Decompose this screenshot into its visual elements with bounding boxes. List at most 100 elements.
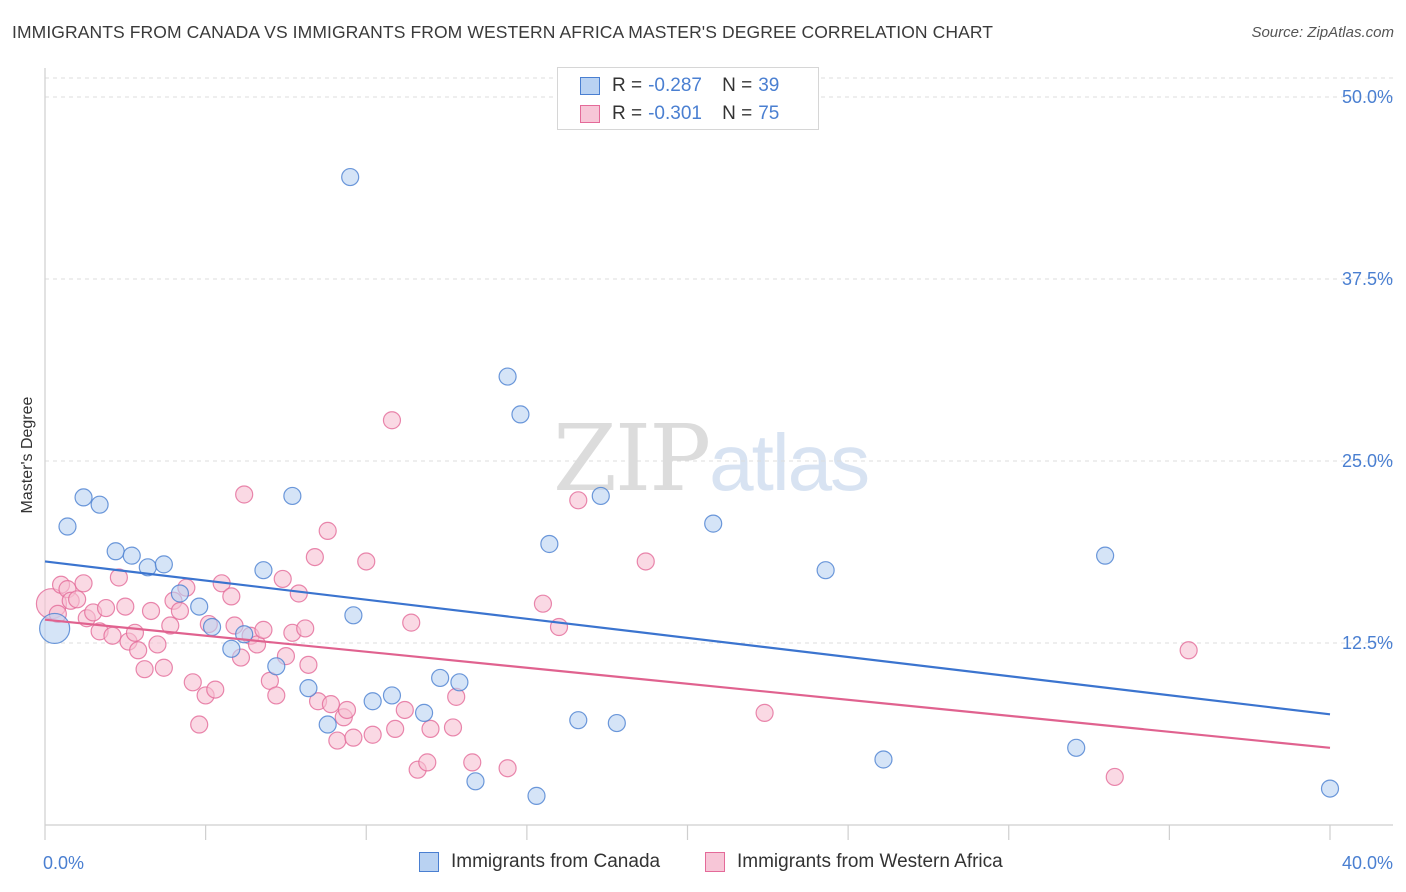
western-africa-point <box>267 686 286 705</box>
y-axis-label: Master's Degree <box>19 396 36 514</box>
canada-point <box>58 517 77 536</box>
western-africa-point <box>125 623 145 642</box>
western-africa-point <box>289 584 308 603</box>
canada-point <box>1096 546 1115 565</box>
western-africa-point <box>296 619 315 638</box>
r-value: -0.287 <box>648 75 702 96</box>
canada-point <box>90 495 109 514</box>
canada-point <box>283 486 302 506</box>
western-africa-point <box>222 587 241 606</box>
western-africa-point <box>357 552 376 571</box>
canada-point <box>431 668 450 688</box>
western-africa-point <box>569 491 588 510</box>
western-africa-point <box>402 613 421 632</box>
legend-label-western-africa: Immigrants from Western Africa <box>737 851 1003 872</box>
western-africa-point <box>1105 767 1124 787</box>
canada-trend-line <box>44 560 1331 716</box>
canada-point <box>190 597 209 616</box>
western-africa-point <box>1179 641 1198 660</box>
x-tick-label: 0.0% <box>43 853 84 873</box>
western-africa-point <box>463 753 482 772</box>
canada-point <box>511 405 530 424</box>
canada-point <box>363 692 382 711</box>
grid-lines <box>45 77 1393 644</box>
western-africa-point <box>74 574 93 593</box>
trend-lines <box>44 560 1331 749</box>
canada-point <box>527 786 546 805</box>
canada-point <box>466 772 485 791</box>
canada-point <box>267 657 286 676</box>
western-africa-point <box>96 598 116 618</box>
western-africa-point <box>386 719 405 739</box>
n-value: 39 <box>758 75 780 96</box>
tick-labels: 12.5% 25.0% 37.5% 50.0% 0.0% 40.0% <box>43 87 1393 873</box>
western-africa-point <box>141 601 161 621</box>
y-tick-label: 12.5% <box>1342 633 1393 653</box>
western-africa-point <box>337 700 357 720</box>
western-africa-point <box>443 718 463 737</box>
western-africa-point <box>305 547 324 567</box>
canada-point <box>299 679 318 698</box>
canada-point <box>569 711 588 730</box>
canada-point <box>202 617 222 637</box>
western-africa-point <box>129 641 148 660</box>
western-africa-point <box>254 620 273 639</box>
stats-row-canada: R = -0.287 N = 39 <box>580 74 779 98</box>
western-africa-point <box>109 568 128 587</box>
western-africa-point <box>533 594 553 613</box>
western-africa-point <box>235 485 254 504</box>
canada-point <box>122 546 141 565</box>
western-africa-trend-line <box>44 618 1331 749</box>
western-africa-point <box>395 700 414 720</box>
r-label: R = <box>612 103 643 124</box>
canada-point <box>874 750 893 769</box>
n-label: N = <box>722 103 753 124</box>
western-africa-point <box>498 759 517 778</box>
r-value: -0.301 <box>648 103 702 124</box>
canada-point <box>540 534 559 554</box>
legend-label-canada: Immigrants from Canada <box>451 851 661 872</box>
western-africa-point <box>321 695 341 714</box>
canada-point <box>414 703 434 722</box>
western-africa-point <box>148 635 167 654</box>
series-western-africa-points <box>35 411 1198 787</box>
canada-point <box>344 606 363 625</box>
canada-swatch <box>580 77 600 95</box>
canada-point <box>816 561 835 580</box>
legend-item-canada[interactable]: Immigrants from Canada <box>419 851 660 873</box>
canada-point <box>607 713 626 733</box>
western-africa-point <box>206 680 225 699</box>
western-africa-point <box>755 703 774 722</box>
canada-point <box>39 612 71 645</box>
y-tick-label: 50.0% <box>1342 87 1393 107</box>
stats-row-western-africa: R = -0.301 N = 75 <box>580 102 779 126</box>
canada-point <box>254 561 273 580</box>
western-africa-point <box>382 411 402 430</box>
western-africa-point <box>299 655 318 674</box>
watermark-atlas: atlas <box>709 418 870 507</box>
legend-item-western-africa[interactable]: Immigrants from Western Africa <box>705 851 1003 873</box>
canada-legend-swatch <box>419 852 439 872</box>
y-tick-label: 37.5% <box>1342 269 1393 289</box>
x-tick-label: 40.0% <box>1342 853 1393 873</box>
western-africa-point <box>183 673 202 692</box>
western-africa-point <box>154 658 173 677</box>
western-africa-point <box>328 731 347 750</box>
western-africa-point <box>103 626 122 645</box>
source-credit: Source: ZipAtlas.com <box>1251 24 1394 41</box>
chart-title: IMMIGRANTS FROM CANADA VS IMMIGRANTS FRO… <box>12 22 994 42</box>
canada-point <box>382 686 402 705</box>
western-africa-legend-swatch <box>705 852 725 872</box>
n-value: 75 <box>758 103 780 124</box>
canada-point <box>154 555 173 574</box>
western-africa-point <box>161 616 180 635</box>
canada-point <box>591 486 610 506</box>
canada-point <box>704 514 723 533</box>
r-label: R = <box>612 75 643 96</box>
western-africa-point <box>344 728 363 747</box>
western-africa-point <box>135 660 154 679</box>
western-africa-point <box>170 601 190 621</box>
western-africa-point <box>421 719 440 739</box>
western-africa-point <box>116 597 135 616</box>
